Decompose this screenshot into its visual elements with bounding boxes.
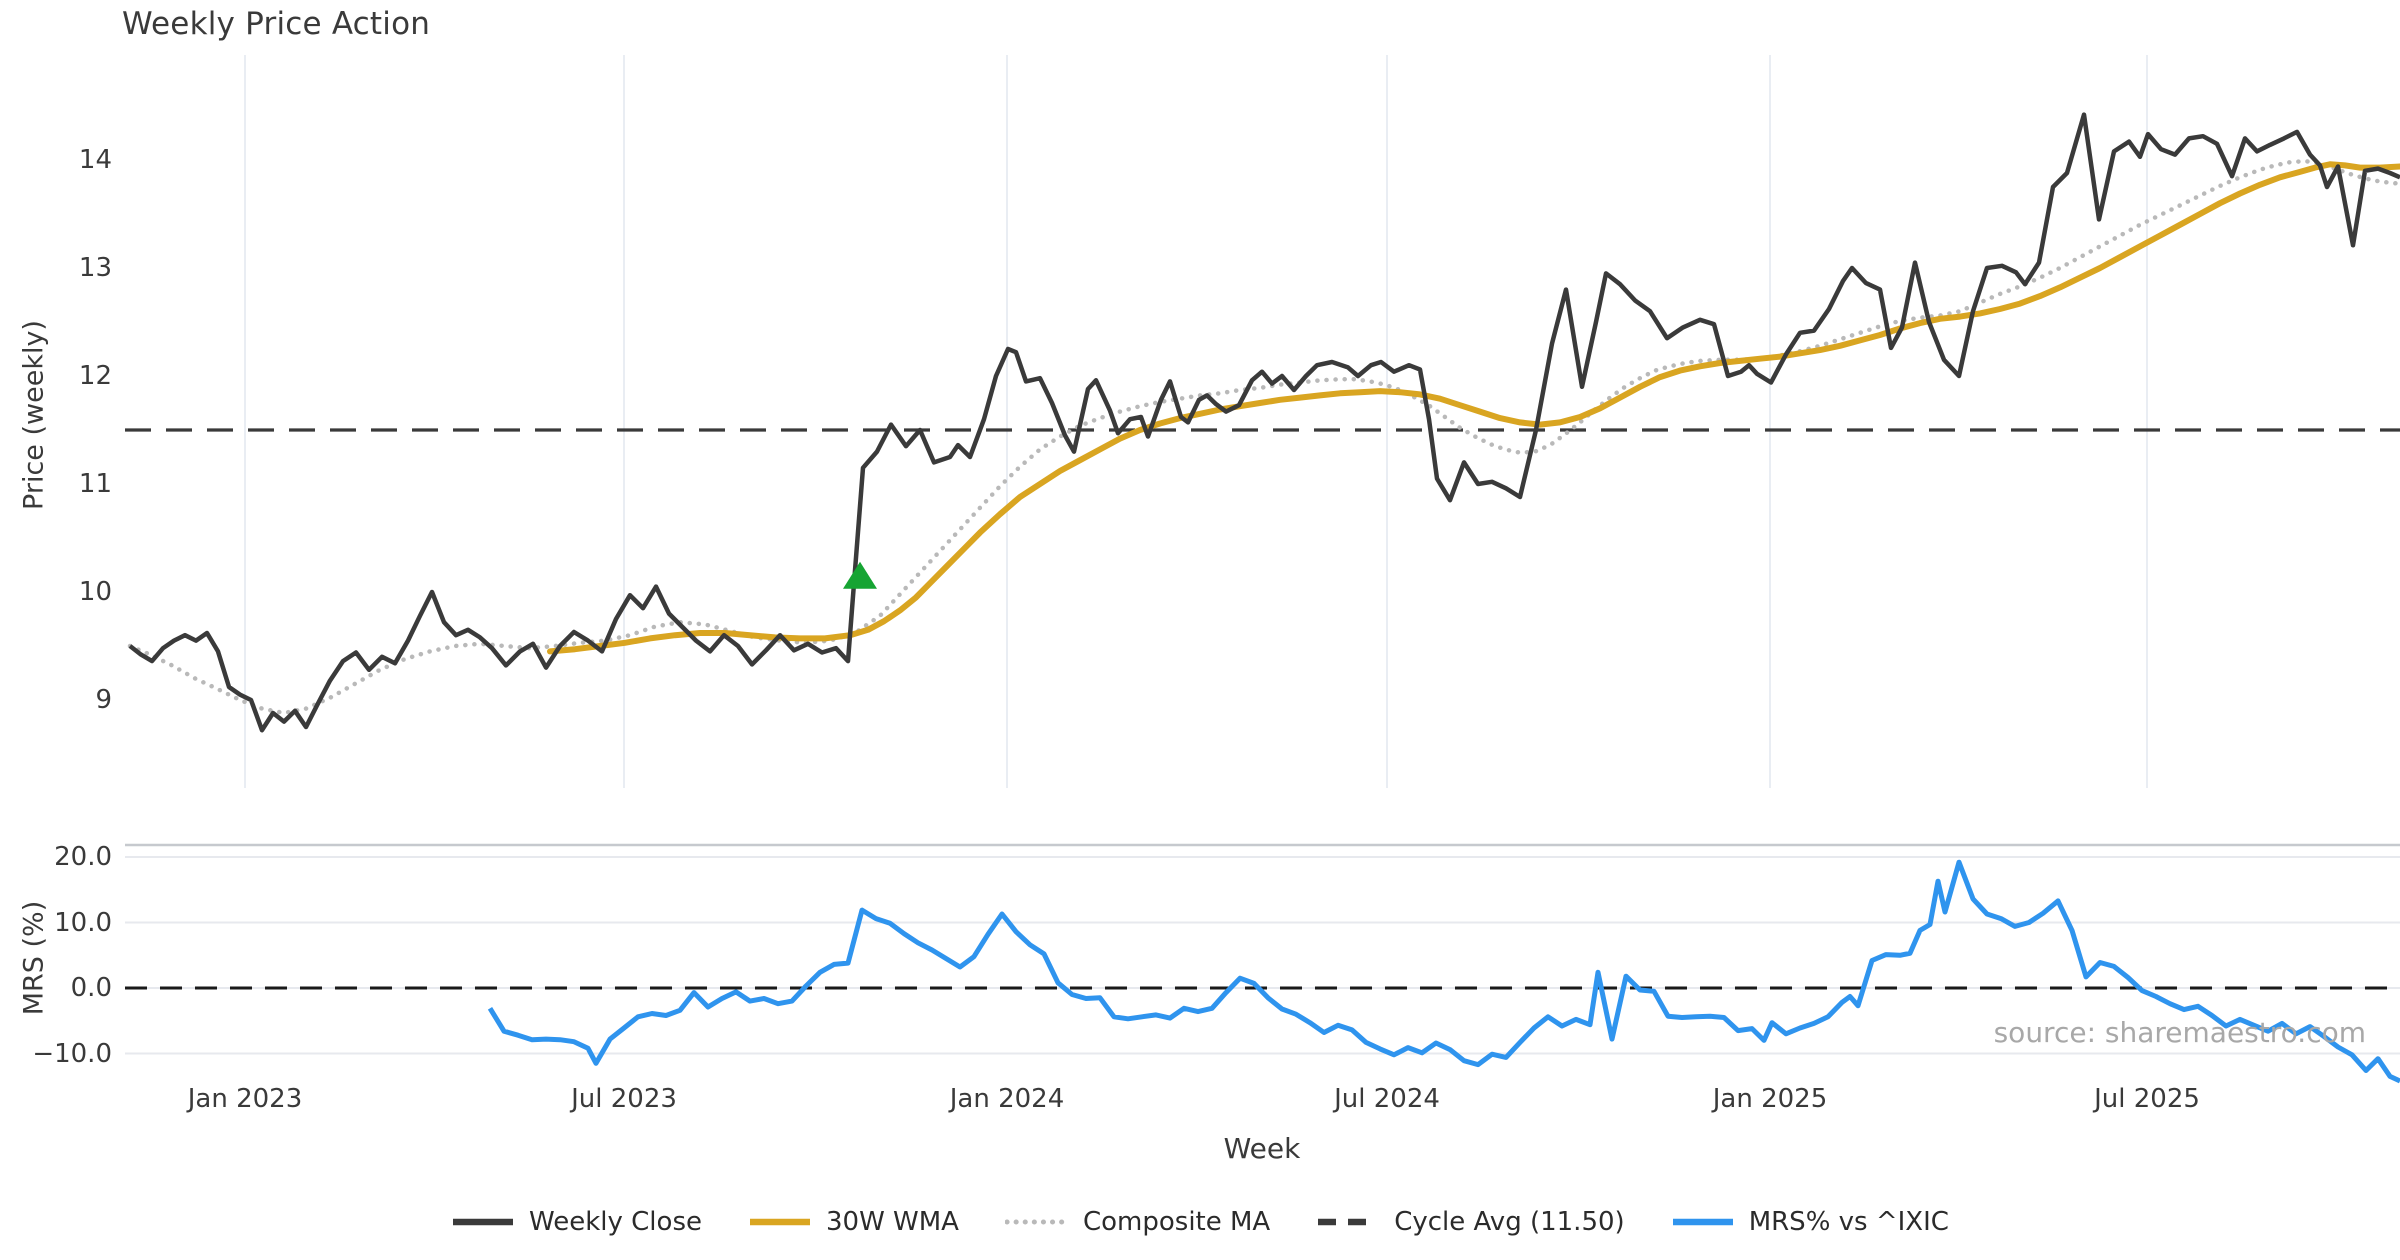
buy-signal-marker xyxy=(843,561,877,589)
mrs-tick-label: 10.0 xyxy=(54,907,112,938)
x-tick-label: Jan 2023 xyxy=(187,1084,303,1114)
legend-label: 30W WMA xyxy=(825,1207,959,1237)
weekly-close-line xyxy=(128,112,2400,733)
price-tick-label: 14 xyxy=(78,145,112,175)
x-tick-label: Jul 2024 xyxy=(1334,1084,1440,1114)
legend-label: Weekly Close xyxy=(529,1207,702,1237)
legend-item: MRS% vs ^IXIC xyxy=(1671,1207,1949,1237)
price-tick-label: 10 xyxy=(78,577,112,607)
page-title: Weekly Price Action xyxy=(122,6,431,42)
composite-ma-line xyxy=(127,158,2400,716)
source-watermark: source: sharemaestro.com xyxy=(1993,1016,2366,1049)
mrs-tick-label: 20.0 xyxy=(54,842,112,872)
legend-label: MRS% vs ^IXIC xyxy=(1748,1207,1949,1237)
legend-swatch-dotted-icon xyxy=(1004,1219,1069,1225)
mrs-line xyxy=(487,859,2400,1084)
x-tick-label: Jan 2025 xyxy=(1712,1084,1828,1114)
mrs-axis-label: MRS (%) xyxy=(18,900,50,1016)
legend-item: 30W WMA xyxy=(748,1207,959,1237)
price-tick-label: 11 xyxy=(78,469,112,499)
wma-30w-line xyxy=(547,161,2400,655)
price-tick-label: 9 xyxy=(95,685,112,715)
legend-item: Weekly Close xyxy=(451,1207,702,1237)
x-tick-label: Jul 2025 xyxy=(2094,1084,2200,1114)
price-tick-label: 13 xyxy=(78,253,112,283)
price-tick-label: 12 xyxy=(78,361,112,391)
chart-legend: Weekly Close 30W WMA Composite MA Cycle Avg… xyxy=(0,1196,2400,1248)
x-tick-label: Jan 2024 xyxy=(949,1084,1065,1114)
legend-swatch-solid-icon xyxy=(749,1218,810,1226)
legend-item: Cycle Avg (11.50) xyxy=(1316,1207,1625,1237)
mrs-tick-label: 0.0 xyxy=(70,973,112,1003)
legend-label: Composite MA xyxy=(1082,1207,1271,1237)
legend-swatch-solid-icon xyxy=(1672,1218,1733,1226)
legend-swatch-solid-icon xyxy=(453,1218,514,1226)
price-axis-label: Price (weekly) xyxy=(18,320,50,510)
mrs-tick-label: −10.0 xyxy=(32,1038,112,1069)
x-tick-label: Jul 2023 xyxy=(571,1084,677,1114)
x-axis-label: Week xyxy=(1223,1132,1301,1165)
legend-swatch-dashed-icon xyxy=(1318,1218,1379,1226)
legend-label: Cycle Avg (11.50) xyxy=(1394,1207,1625,1237)
legend-item: Composite MA xyxy=(1004,1207,1271,1237)
